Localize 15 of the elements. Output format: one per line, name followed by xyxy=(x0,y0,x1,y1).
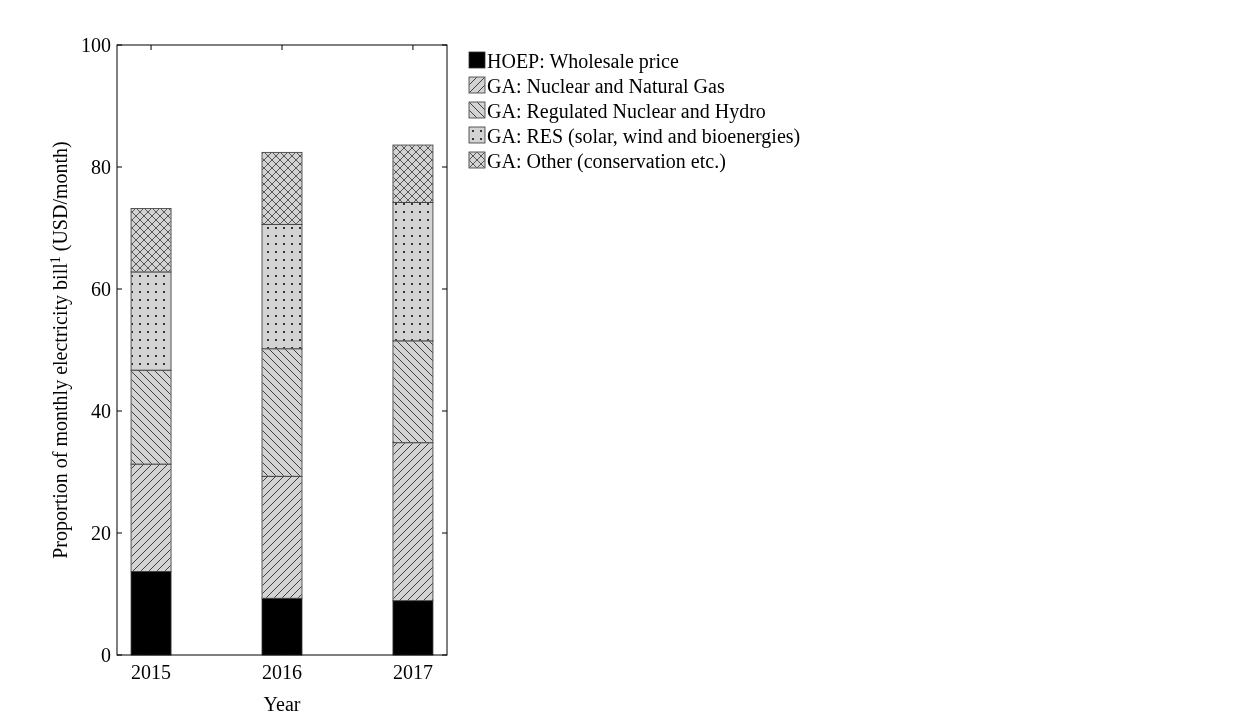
y-tick-label: 0 xyxy=(101,644,111,666)
legend-label: HOEP: Wholesale price xyxy=(487,50,679,73)
legend-label: GA: Nuclear and Natural Gas xyxy=(487,75,725,97)
y-tick-label: 80 xyxy=(91,156,111,178)
y-tick-label: 40 xyxy=(91,400,111,422)
legend-label: GA: Regulated Nuclear and Hydro xyxy=(487,100,766,123)
x-axis-title: Year xyxy=(263,693,301,715)
legend-label: GA: Other (conservation etc.) xyxy=(487,150,726,173)
x-tick-label: 2017 xyxy=(392,661,433,683)
x-tick-label: 2016 xyxy=(262,661,302,683)
y-tick-label: 60 xyxy=(91,278,111,300)
x-tick-label: 2015 xyxy=(131,661,172,683)
y-tick-label: 100 xyxy=(81,34,111,56)
y-tick-label: 20 xyxy=(91,522,111,544)
legend-label: GA: RES (solar, wind and bioenergies) xyxy=(487,125,801,148)
